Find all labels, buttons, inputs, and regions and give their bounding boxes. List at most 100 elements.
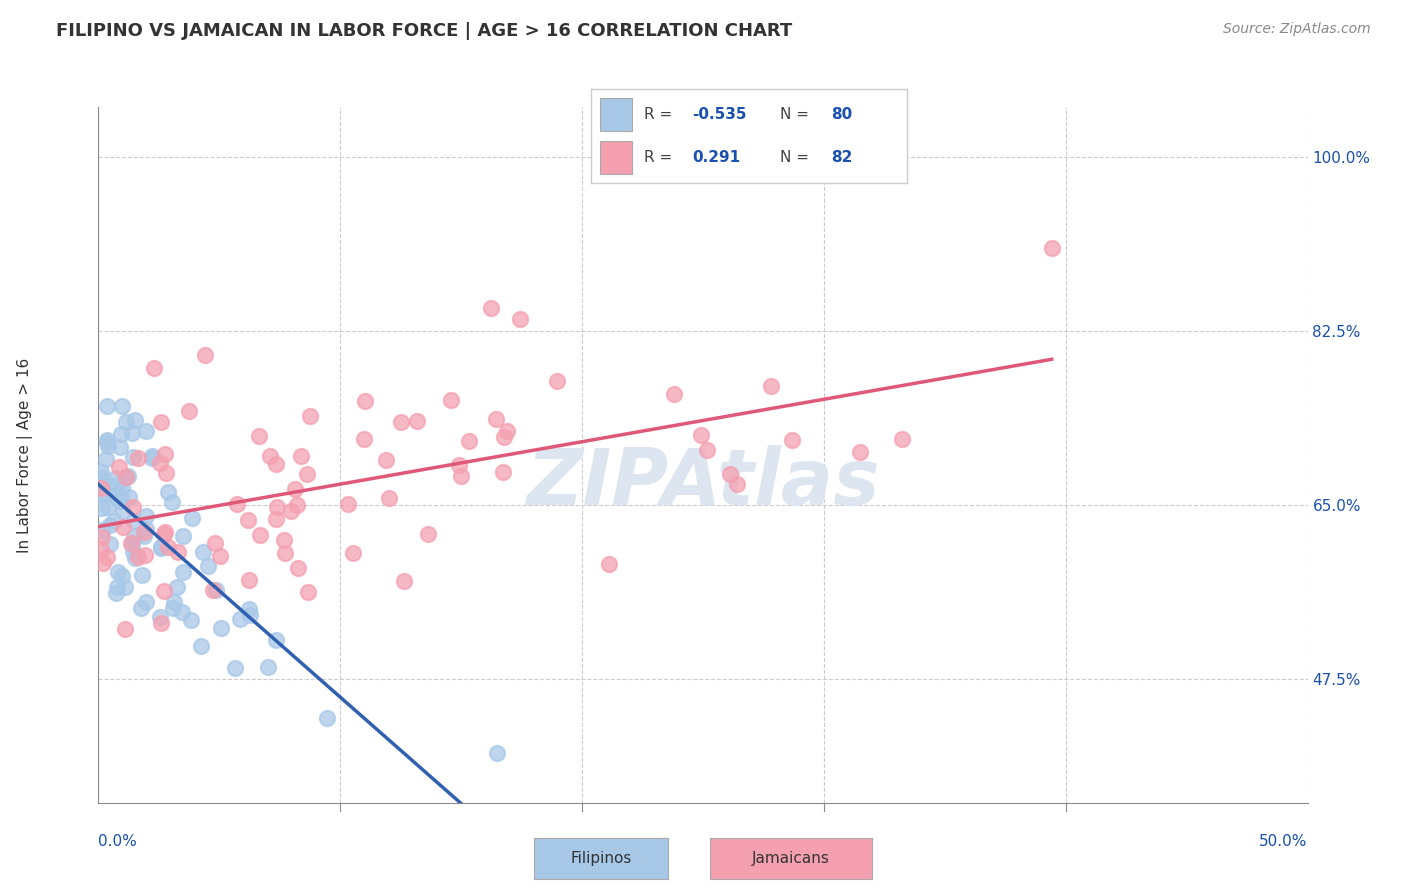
- Point: [107, 478, 129, 492]
- Point: [177, 403, 200, 417]
- Point: [115, 470, 138, 484]
- Point: [1040, 241, 1063, 255]
- Point: [247, 429, 270, 443]
- Point: [124, 550, 146, 565]
- Point: [111, 504, 134, 518]
- Point: [266, 500, 288, 514]
- Point: [93, 486, 115, 500]
- Point: [283, 483, 305, 497]
- Point: [236, 513, 259, 527]
- Point: [157, 485, 180, 500]
- Point: [392, 574, 415, 589]
- Point: [98, 517, 121, 532]
- Point: [141, 451, 163, 466]
- Point: [90, 542, 112, 557]
- Point: [131, 568, 153, 582]
- Point: [122, 530, 145, 544]
- Text: 50.0%: 50.0%: [1260, 834, 1308, 849]
- Point: [107, 486, 129, 500]
- Point: [353, 432, 375, 446]
- Point: [110, 426, 132, 441]
- Point: [191, 544, 214, 558]
- Point: [91, 530, 114, 544]
- Point: [132, 529, 155, 543]
- Text: -0.535: -0.535: [692, 107, 747, 122]
- Point: [194, 348, 217, 362]
- Point: [209, 621, 232, 635]
- Point: [416, 526, 439, 541]
- Point: [124, 413, 146, 427]
- Text: ZIPAtlas: ZIPAtlas: [526, 445, 880, 521]
- Point: [90, 470, 112, 484]
- Point: [202, 583, 225, 598]
- Point: [93, 556, 115, 570]
- Point: [546, 374, 568, 388]
- Point: [149, 541, 172, 556]
- Point: [598, 557, 620, 571]
- Point: [167, 545, 190, 559]
- Point: [266, 632, 288, 647]
- Point: [440, 392, 463, 407]
- Point: [162, 600, 184, 615]
- Point: [259, 449, 281, 463]
- Point: [90, 465, 112, 479]
- Point: [122, 544, 145, 558]
- Point: [129, 600, 152, 615]
- Point: [205, 582, 228, 597]
- Point: [249, 528, 271, 542]
- Point: [134, 525, 156, 540]
- Point: [103, 514, 125, 528]
- Point: [120, 536, 142, 550]
- Point: [149, 540, 172, 554]
- Point: [114, 623, 136, 637]
- Point: [96, 434, 118, 448]
- Point: [197, 558, 219, 573]
- Point: [689, 428, 711, 442]
- Point: [90, 523, 112, 537]
- Point: [149, 610, 172, 624]
- Point: [229, 612, 252, 626]
- Point: [134, 548, 156, 562]
- Point: [96, 434, 118, 449]
- Text: 0.0%: 0.0%: [98, 834, 138, 849]
- Point: [105, 471, 128, 485]
- Point: [135, 424, 157, 438]
- Point: [239, 608, 262, 623]
- Point: [297, 584, 319, 599]
- Point: [135, 508, 157, 523]
- Point: [107, 566, 129, 580]
- Point: [156, 540, 179, 554]
- Point: [94, 475, 117, 489]
- Point: [238, 574, 260, 588]
- Point: [149, 615, 172, 630]
- Point: [172, 528, 194, 542]
- Point: [337, 497, 360, 511]
- Point: [848, 444, 870, 458]
- Point: [725, 477, 748, 491]
- Point: [111, 568, 134, 582]
- Point: [134, 522, 156, 536]
- Point: [375, 453, 398, 467]
- Point: [114, 415, 136, 429]
- Point: [696, 443, 718, 458]
- Point: [142, 360, 165, 375]
- Point: [91, 501, 114, 516]
- Point: [163, 595, 186, 609]
- Point: [299, 409, 322, 424]
- Point: [96, 400, 118, 414]
- Point: [354, 393, 377, 408]
- Point: [114, 469, 136, 483]
- Bar: [600, 141, 631, 175]
- Point: [121, 450, 143, 464]
- Point: [117, 468, 139, 483]
- Text: In Labor Force | Age > 16: In Labor Force | Age > 16: [17, 358, 34, 552]
- Bar: [600, 97, 631, 131]
- Point: [264, 511, 287, 525]
- Point: [890, 432, 912, 446]
- Point: [110, 489, 132, 503]
- Text: N =: N =: [780, 150, 814, 165]
- Point: [224, 660, 246, 674]
- Point: [759, 379, 782, 393]
- Point: [152, 583, 174, 598]
- Point: [121, 426, 143, 441]
